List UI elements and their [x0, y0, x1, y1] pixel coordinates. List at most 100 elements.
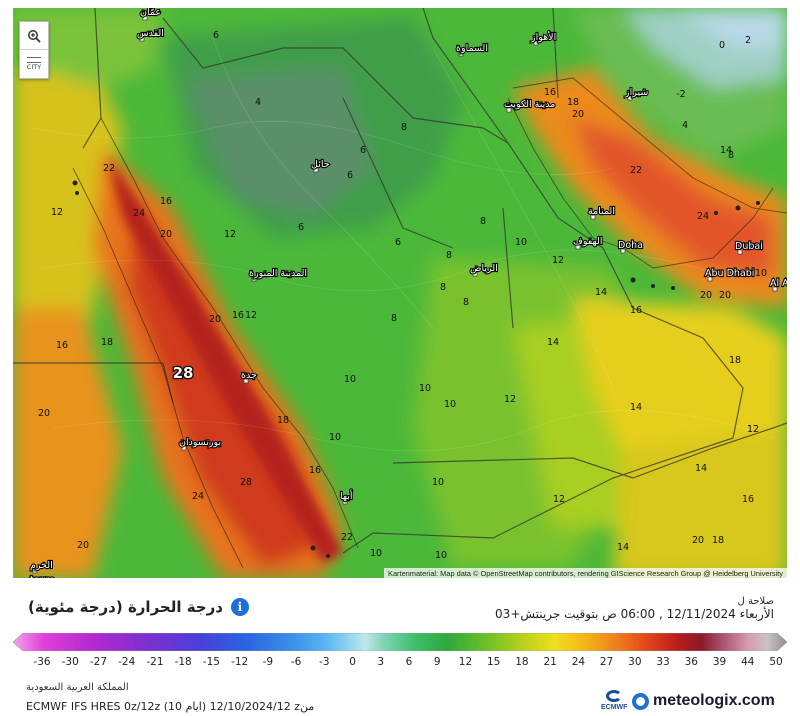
temperature-value-label: 10: [444, 399, 456, 410]
city-toggle-button[interactable]: CITY: [20, 49, 48, 77]
temperature-value-label: 18: [277, 415, 289, 426]
temperature-value-label: 18: [567, 97, 579, 108]
ecmwf-mark-icon: [606, 690, 622, 702]
city-icon: [27, 56, 41, 63]
city-marker[interactable]: جدة: [240, 369, 258, 384]
temperature-value-label: 6: [360, 145, 366, 156]
city-marker[interactable]: المدينة المنورة: [248, 267, 308, 282]
city-marker[interactable]: Al Ain: [769, 277, 787, 292]
map-canvas: عمّان القدس السماوة الأهواز شيراز مدينة الكوي…: [13, 8, 787, 578]
city-dot-icon: [737, 249, 743, 255]
temperature-value-label: 8: [728, 150, 734, 161]
temperature-value-label: 10: [435, 550, 447, 561]
temperature-value-label: 12: [553, 494, 565, 505]
city-label: جدة: [241, 370, 257, 381]
city-label: حائل: [311, 159, 330, 170]
city-marker[interactable]: أبها: [339, 488, 354, 505]
temperature-value-label: 22: [103, 163, 115, 174]
city-label: الخرم: [30, 560, 53, 571]
city-dot-icon: [472, 271, 478, 277]
temperature-value-label: 10: [755, 268, 767, 279]
temperature-value-label: 28: [173, 364, 194, 382]
city-marker[interactable]: عمّان: [139, 8, 162, 21]
scale-tick-label: 30: [628, 656, 642, 668]
temperature-value-label: 8: [401, 122, 407, 133]
temperature-value-label: 20: [38, 408, 50, 419]
temperature-value-label: 6: [395, 237, 401, 248]
validity-value: الأربعاء 12/11/2024 , 06:00 ص بتوقيت جري…: [495, 607, 774, 621]
city-marker[interactable]: شيراز: [623, 86, 649, 101]
temperature-value-label: 12: [552, 255, 564, 266]
temperature-value-label: 16: [544, 87, 556, 98]
temperature-value-label: 18: [712, 535, 724, 546]
city-dot-icon: [458, 51, 464, 57]
temperature-value-label: 20: [700, 290, 712, 301]
temperature-value-label: 20: [692, 535, 704, 546]
city-marker[interactable]: الرياض: [469, 262, 499, 277]
temperature-value-label: 20: [160, 229, 172, 240]
city-marker[interactable]: الخرم: [29, 559, 54, 574]
city-marker[interactable]: المنامة: [587, 205, 616, 220]
scale-tick-label: -27: [89, 656, 108, 668]
temperature-value-label: 18: [101, 337, 113, 348]
scale-tick-label: -24: [118, 656, 136, 668]
scale-tick-label: -9: [262, 656, 274, 668]
zoom-control: CITY: [19, 21, 49, 79]
city-marker[interactable]: السماوة: [455, 42, 489, 57]
city-dot-icon: [243, 378, 249, 384]
city-marker[interactable]: بورتسودان: [178, 436, 222, 451]
temperature-value-label: 2: [745, 35, 751, 46]
info-icon[interactable]: i: [230, 598, 249, 616]
temperature-value-label: 12: [504, 394, 516, 405]
scale-tick-label: 9: [433, 656, 441, 668]
temperature-value-label: 8: [391, 313, 397, 324]
map-title-row: i درجة الحرارة (درجة مئوية): [28, 598, 249, 616]
temperature-value-label: 24: [192, 491, 204, 502]
temperature-value-label: 12: [51, 207, 63, 218]
temperature-value-label: 10: [432, 477, 444, 488]
temperature-value-label: 6: [298, 222, 304, 233]
city-marker[interactable]: الأهواز: [529, 30, 557, 46]
region-name: المملكة العربية السعودية: [26, 682, 129, 693]
temperature-value-label: 20: [572, 109, 584, 120]
city-label: أبها: [340, 489, 353, 502]
temperature-value-label: 0: [719, 40, 725, 51]
city-marker[interactable]: حائل: [310, 158, 331, 173]
city-dot-icon: [32, 568, 38, 574]
city-marker[interactable]: toum: [29, 574, 56, 578]
scale-tick-label: -15: [202, 656, 220, 668]
scale-tick-label: -12: [231, 656, 249, 668]
scale-tick-label: -18: [174, 656, 192, 668]
map-attribution: Kartenmaterial: Map data © OpenStreetMap…: [384, 568, 787, 579]
city-label: Doha: [618, 240, 643, 251]
temperature-value-label: 12: [224, 229, 236, 240]
meteologix-logo[interactable]: meteologix.com: [632, 692, 775, 710]
scale-tick-label: 15: [487, 656, 501, 668]
city-marker[interactable]: القدس: [136, 27, 165, 42]
color-scale-bar: [13, 633, 787, 651]
temperature-value-label: 16: [56, 340, 68, 351]
temperature-value-label: 10: [419, 383, 431, 394]
city-dot-icon: [342, 499, 348, 505]
zoom-in-button[interactable]: [20, 22, 48, 49]
temperature-map[interactable]: عمّان القدس السماوة الأهواز شيراز مدينة الكوي…: [13, 8, 787, 578]
validity-label: صلاحة ل: [737, 596, 774, 607]
temperature-value-label: 14: [720, 145, 732, 156]
temperature-value-label: 16: [232, 310, 244, 321]
temperature-value-label: 16: [309, 465, 321, 476]
scale-tick-label: 39: [712, 656, 727, 668]
scale-tick-label: 24: [571, 656, 586, 668]
temperature-value-label: 18: [729, 355, 741, 366]
city-marker[interactable]: Doha: [617, 239, 644, 254]
city-marker[interactable]: Abu Dhabi: [704, 267, 756, 282]
city-marker[interactable]: الهفوف: [572, 235, 604, 250]
city-marker[interactable]: مدينة الكويت: [503, 98, 556, 113]
scale-tick-label: -30: [61, 656, 79, 668]
city-label: Abu Dhabi: [705, 268, 754, 279]
temperature-value-label: 16: [742, 494, 754, 505]
temperature-value-label: 14: [617, 542, 629, 553]
city-marker[interactable]: Dubai: [734, 240, 764, 255]
ecmwf-logo[interactable]: ECMWF: [601, 690, 627, 714]
city-dot-icon: [313, 167, 319, 173]
scale-tick-label: -6: [290, 656, 302, 668]
